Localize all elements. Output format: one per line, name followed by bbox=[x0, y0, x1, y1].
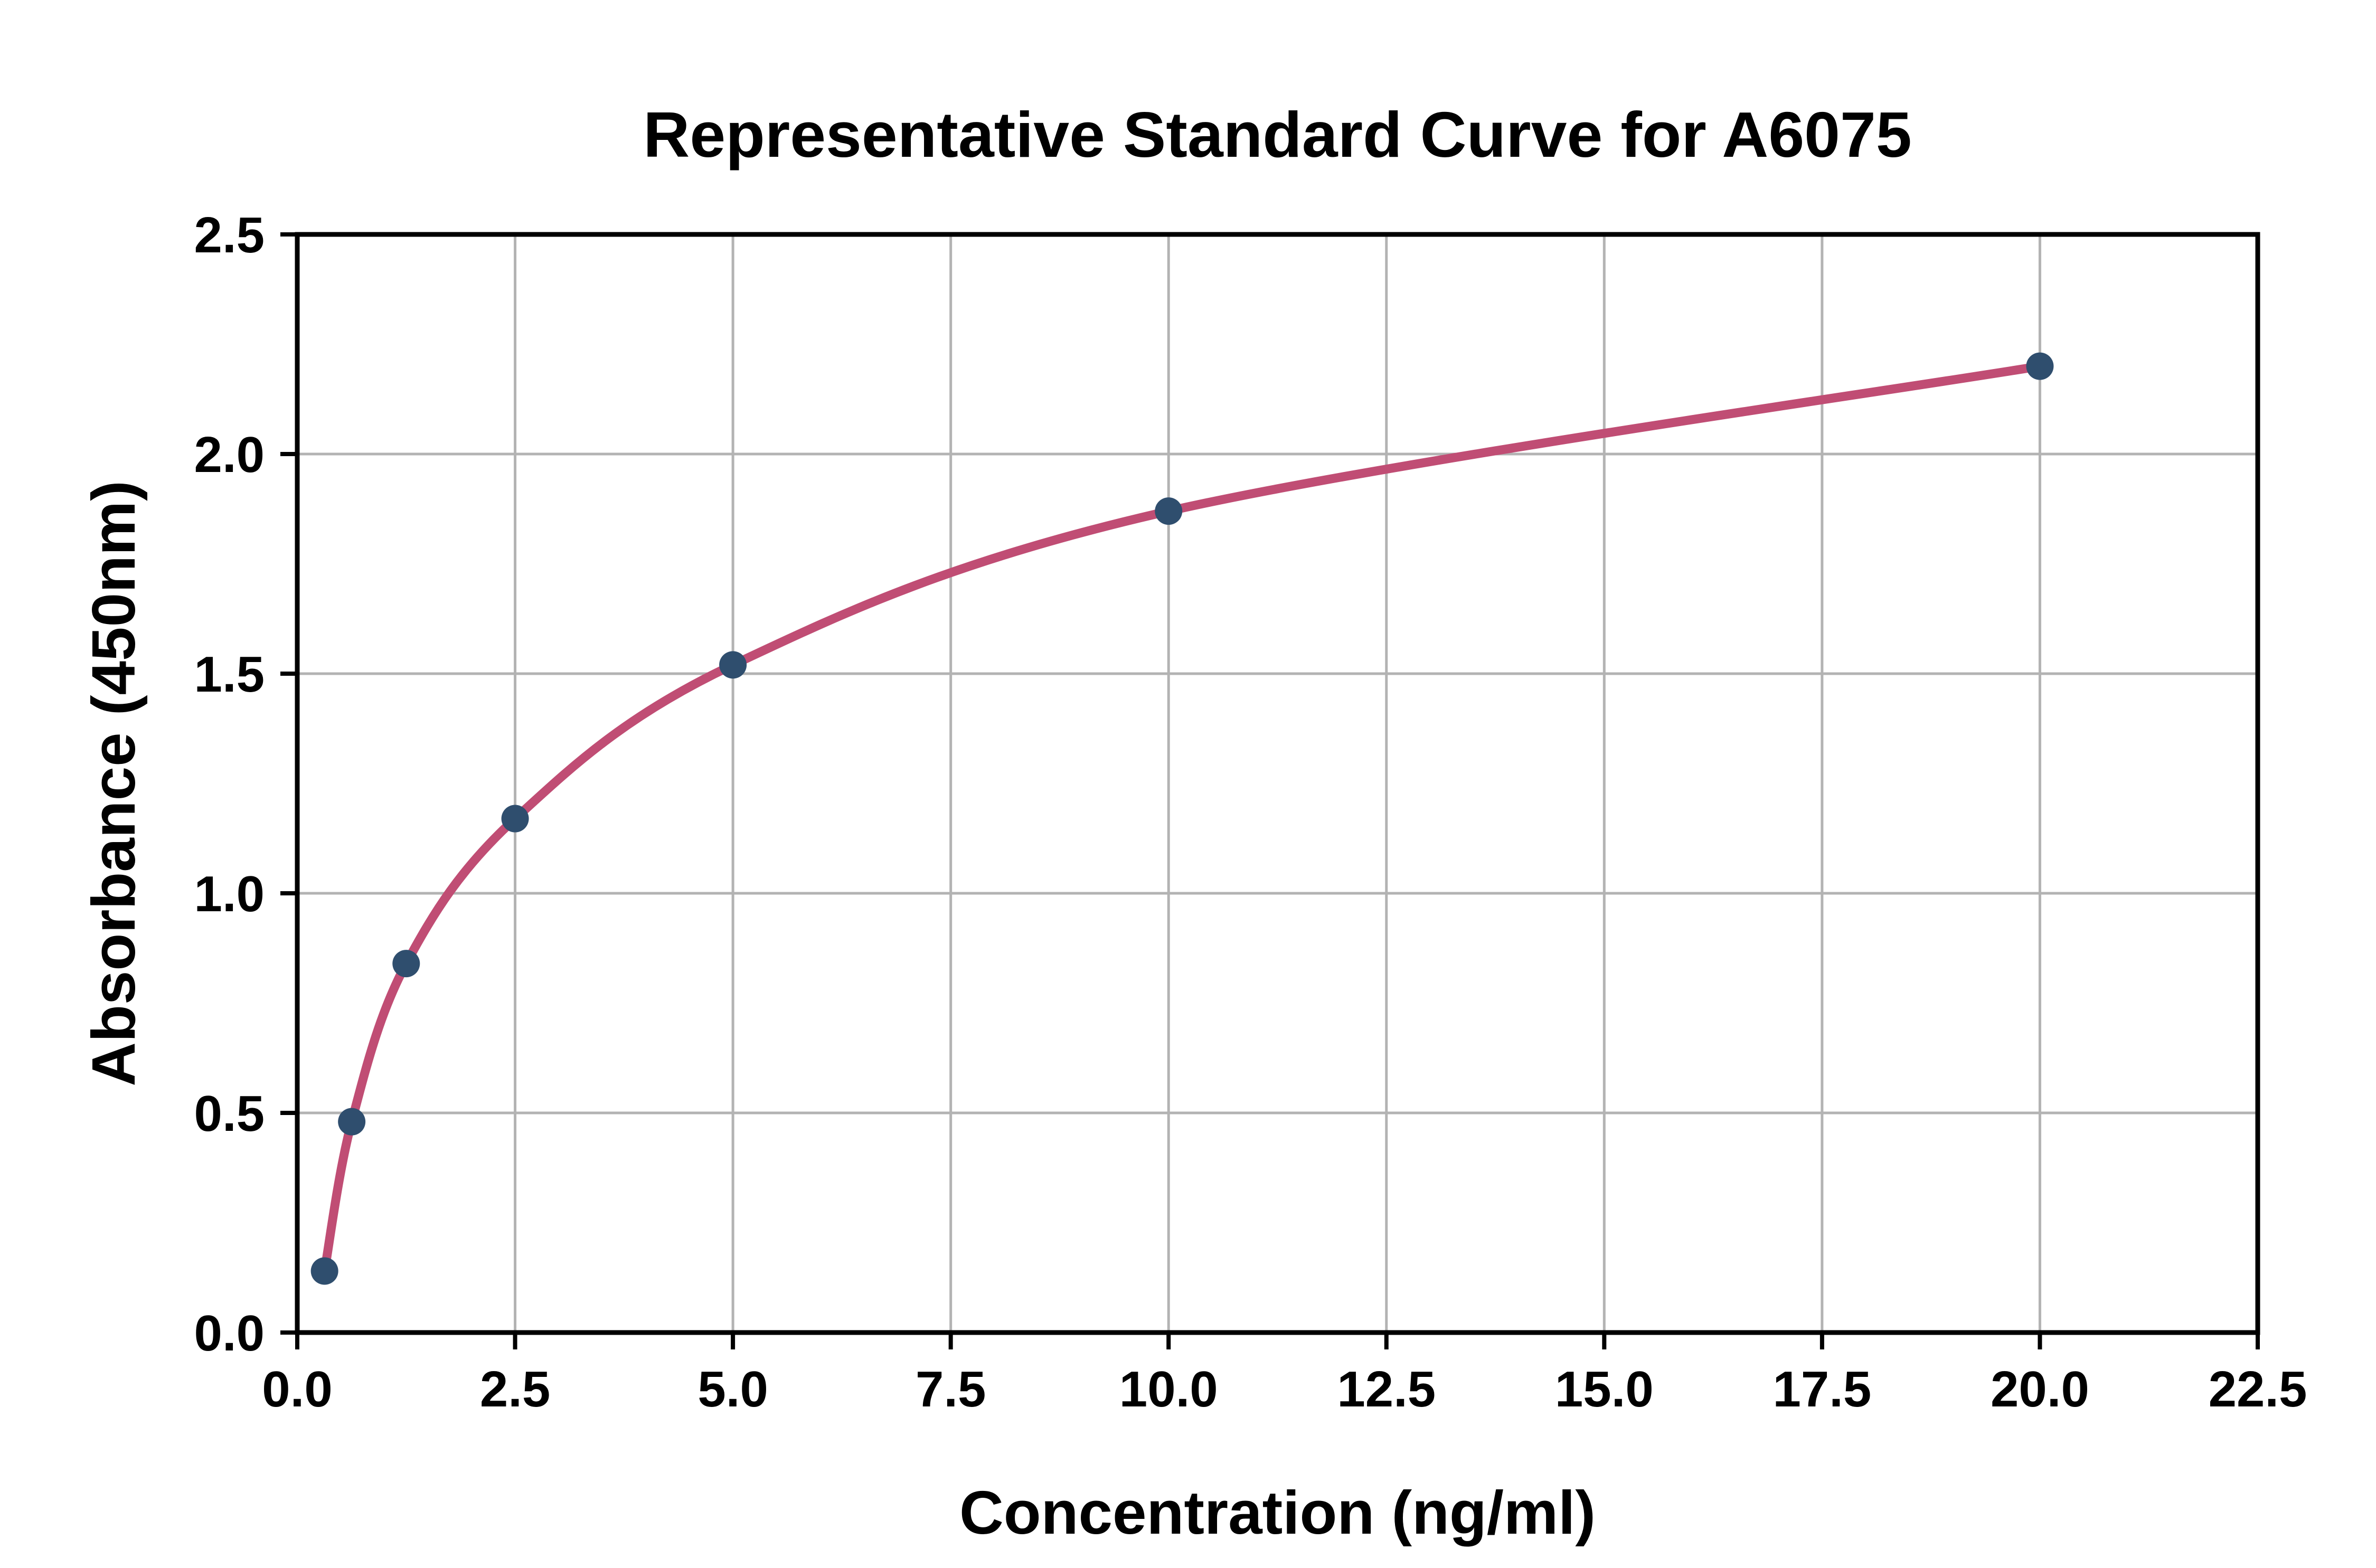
axis-ticks: 0.0 2.5 5.0 7.5 10.0 12.5 15.0 17.5 20.0 22.5 0.0 0… bbox=[194, 207, 2307, 1418]
gridlines bbox=[296, 233, 2259, 1334]
x-axis-label: Concentration (ng/ml) bbox=[959, 1478, 1596, 1547]
data-point bbox=[310, 1257, 338, 1285]
x-tick-label: 0.0 bbox=[262, 1361, 332, 1418]
x-tick-label: 22.5 bbox=[2209, 1361, 2307, 1418]
data-point bbox=[392, 950, 420, 978]
y-tick-label: 2.5 bbox=[194, 207, 265, 263]
chart-title: Representative Standard Curve for A6075 bbox=[643, 99, 1912, 171]
y-tick-label: 0.0 bbox=[194, 1305, 265, 1362]
y-tick-label: 0.5 bbox=[194, 1085, 265, 1142]
x-tick-label: 20.0 bbox=[1991, 1361, 2089, 1418]
fitted-curve bbox=[320, 362, 2044, 1276]
data-point bbox=[1155, 497, 1183, 525]
y-tick-label: 1.5 bbox=[194, 646, 265, 703]
x-tick-label: 10.0 bbox=[1119, 1361, 1218, 1418]
y-tick-label: 1.0 bbox=[194, 866, 265, 922]
data-points bbox=[310, 352, 2054, 1285]
x-tick-label: 2.5 bbox=[480, 1361, 550, 1418]
data-point bbox=[338, 1108, 366, 1136]
x-tick-label: 7.5 bbox=[916, 1361, 986, 1418]
y-axis-label: Absorbance (450nm) bbox=[79, 480, 148, 1087]
x-tick-label: 15.0 bbox=[1555, 1361, 1654, 1418]
data-point bbox=[2026, 352, 2054, 380]
data-point bbox=[501, 805, 529, 833]
y-tick-label: 2.0 bbox=[194, 427, 265, 483]
x-tick-label: 5.0 bbox=[697, 1361, 768, 1418]
data-point bbox=[719, 651, 747, 679]
x-tick-label: 12.5 bbox=[1337, 1361, 1436, 1418]
x-tick-label: 17.5 bbox=[1772, 1361, 1871, 1418]
plot-frame bbox=[295, 232, 2260, 1335]
